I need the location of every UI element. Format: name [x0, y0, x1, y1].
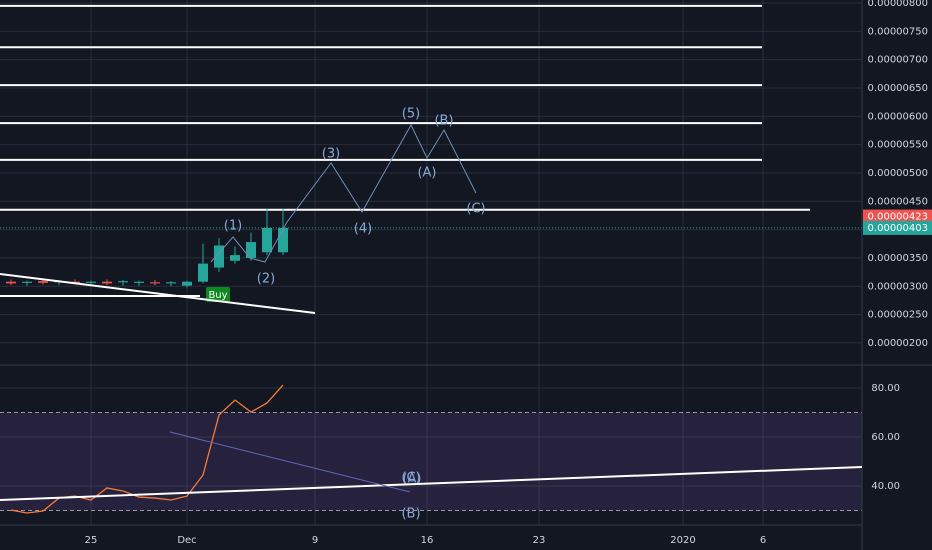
- candle-body: [38, 281, 48, 283]
- wave-label: (2): [257, 272, 275, 287]
- y-tick-label: 0.00000550: [868, 140, 928, 151]
- wave-label: (B): [434, 114, 453, 129]
- buy-badge: [206, 287, 230, 302]
- candle-body: [118, 281, 128, 283]
- candle-body: [214, 245, 224, 268]
- y-tick-label: 0.00000800: [868, 0, 928, 9]
- candle-body: [134, 281, 144, 283]
- y-tick-label: 60.00: [871, 432, 900, 443]
- price-label-bg: [863, 220, 932, 235]
- x-tick-label: 23: [533, 535, 546, 546]
- x-tick-label: 16: [421, 535, 434, 546]
- candle-body: [262, 227, 272, 253]
- y-tick-label: 80.00: [871, 383, 900, 394]
- price-label: 0.00000403: [868, 223, 928, 234]
- rsi-line: [10, 384, 284, 514]
- wave-path: [210, 123, 477, 263]
- y-tick-label: 0.00000650: [868, 83, 928, 94]
- candle-body: [150, 282, 160, 284]
- x-tick-label: 6: [760, 535, 766, 546]
- buy-label: Buy: [208, 290, 227, 301]
- trendline: [0, 273, 316, 314]
- candle-body: [86, 281, 96, 283]
- candle-body: [166, 282, 176, 284]
- candle-body: [246, 242, 256, 258]
- x-tick-label: 2020: [670, 535, 695, 546]
- candle-body: [22, 281, 32, 283]
- wave-label: (5): [402, 107, 420, 122]
- wave-label: (C): [466, 202, 485, 217]
- y-tick-label: 0.00000500: [868, 168, 928, 179]
- candle-body: [198, 263, 208, 282]
- wave-label: (4): [354, 222, 372, 237]
- candle-body: [278, 227, 288, 253]
- y-tick-label: 0.00000250: [868, 310, 928, 321]
- wave-label: (A): [402, 472, 421, 487]
- rsi-trendline: [0, 466, 863, 501]
- y-tick-label: 0.00000350: [868, 253, 928, 264]
- x-tick-label: 25: [85, 535, 98, 546]
- rsi-divergence-line: [169, 431, 411, 493]
- price-label-bg: [863, 209, 932, 224]
- y-tick-label: 0.00000750: [868, 26, 928, 37]
- y-tick-label: 40.00: [871, 481, 900, 492]
- price-label: 0.00000423: [868, 212, 928, 223]
- wave-label: (C): [401, 471, 420, 486]
- candle-body: [182, 281, 192, 286]
- wave-label: (A): [417, 166, 436, 181]
- x-tick-label: 9: [312, 535, 318, 546]
- y-tick-label: 0.00000450: [868, 196, 928, 207]
- candle-body: [102, 281, 112, 284]
- y-tick-label: 0.00000300: [868, 281, 928, 292]
- y-tick-label: 0.00000700: [868, 55, 928, 66]
- x-tick-label: Dec: [177, 535, 196, 546]
- y-tick-label: 0.00000200: [868, 338, 928, 349]
- wave-label: (B): [401, 507, 420, 522]
- candle-body: [230, 255, 240, 261]
- wave-label: (1): [224, 219, 242, 234]
- candle-body: [6, 281, 16, 284]
- wave-label: (3): [322, 147, 340, 162]
- y-tick-label: 0.00000600: [868, 111, 928, 122]
